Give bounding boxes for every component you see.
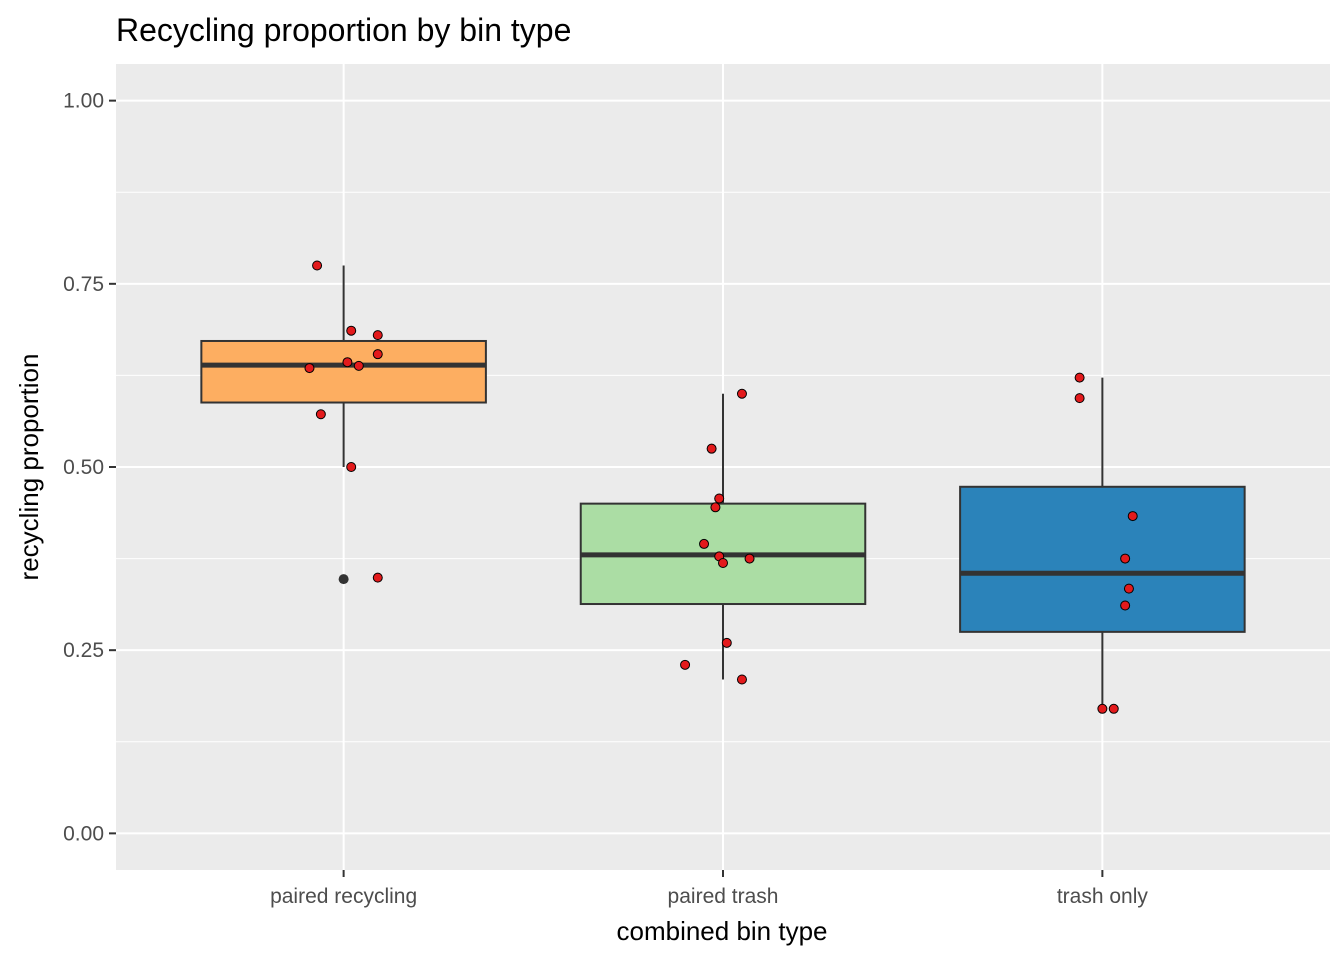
y-tick-label: 1.00: [63, 90, 104, 113]
chart-title: Recycling proportion by bin type: [116, 12, 571, 48]
data-point: [714, 493, 725, 504]
y-tick-label: 0.75: [63, 273, 104, 296]
y-axis: 0.00 0.25 0.50 0.75 1.00: [63, 90, 116, 845]
data-point: [736, 674, 747, 685]
data-point: [372, 330, 383, 341]
data-point: [1108, 703, 1119, 714]
data-point: [718, 557, 728, 568]
data-point: [736, 388, 747, 399]
data-point: [315, 409, 326, 420]
box-body: [200, 339, 487, 404]
data-point: [342, 357, 353, 368]
data-point: [346, 462, 357, 472]
y-axis-title: recycling proportion: [14, 354, 44, 581]
box-outlier: [338, 574, 349, 585]
x-tick-label: paired recycling: [270, 885, 417, 908]
point-layer: [304, 260, 1138, 714]
y-tick-label: 0.25: [63, 639, 104, 662]
y-tick-label: 0.50: [63, 456, 104, 479]
data-point: [1120, 600, 1131, 611]
data-point: [304, 363, 315, 374]
box-body: [959, 485, 1246, 633]
data-point: [372, 349, 383, 360]
data-point: [312, 260, 323, 271]
data-point: [699, 538, 710, 549]
x-axis-title: combined bin type: [616, 916, 827, 946]
data-point: [721, 637, 732, 648]
data-point: [706, 443, 717, 454]
x-tick-label: trash only: [1057, 885, 1149, 908]
data-point: [1123, 583, 1134, 594]
data-point: [1074, 372, 1085, 383]
box-layer: [200, 265, 1246, 709]
x-axis: paired recycling paired trash trash only: [270, 870, 1148, 908]
data-point: [1120, 553, 1131, 564]
data-point: [680, 659, 691, 670]
data-point: [710, 502, 721, 513]
data-point: [744, 553, 755, 564]
y-tick-label: 0.00: [63, 822, 104, 845]
data-point: [1127, 511, 1138, 522]
x-tick-label: paired trash: [668, 885, 779, 908]
data-point: [353, 360, 364, 371]
data-point: [1074, 393, 1085, 404]
data-point: [372, 572, 383, 583]
data-point: [346, 325, 357, 336]
data-point: [1097, 703, 1108, 714]
